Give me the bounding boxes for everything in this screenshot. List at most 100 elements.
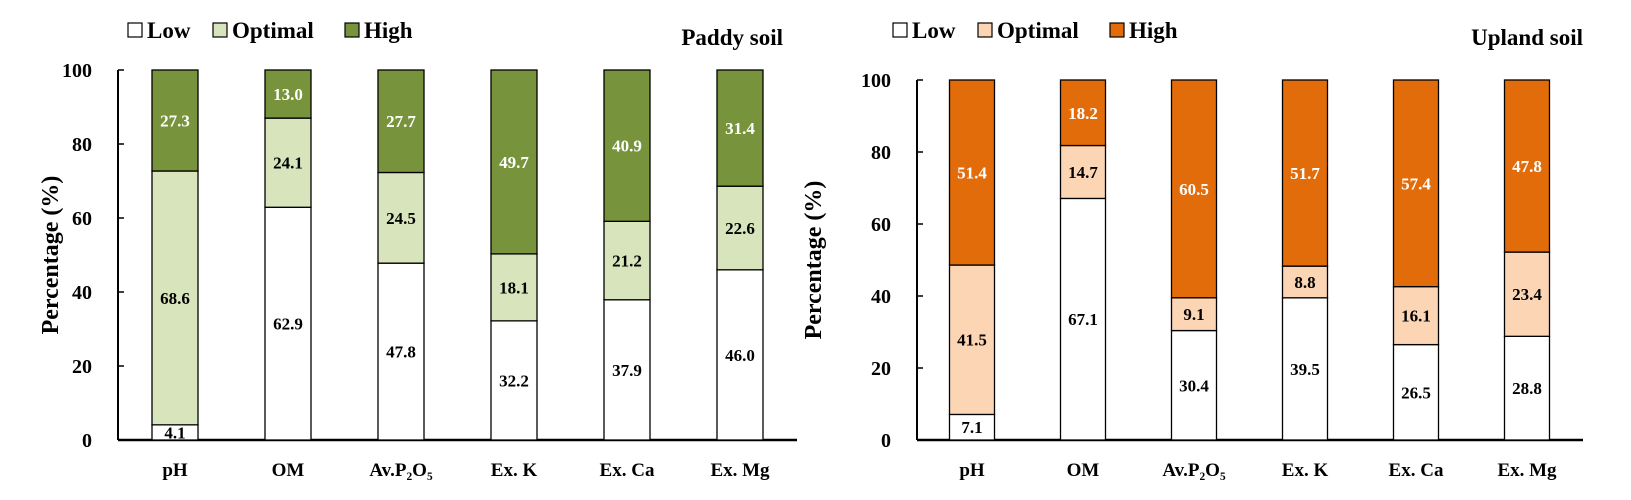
- y-tick-label: 20: [871, 358, 891, 380]
- x-category-label: Ex. K: [491, 460, 538, 481]
- data-label-optimal: 22.6: [725, 219, 755, 238]
- y-tick-label: 20: [72, 356, 92, 378]
- legend-label-high: High: [364, 18, 413, 43]
- y-axis-title: Percentage (%): [38, 176, 64, 335]
- bar-segment-high: [151, 69, 199, 172]
- data-label-high: 51.4: [957, 164, 987, 183]
- data-label-low: 37.9: [612, 361, 642, 380]
- data-label-optimal: 23.4: [1512, 285, 1542, 304]
- data-label-low: 4.1: [164, 423, 185, 442]
- bar-segment-optimal: [948, 264, 996, 416]
- bar-segment-high: [1059, 79, 1107, 147]
- data-label-high: 27.3: [160, 112, 190, 131]
- bar-segment-high: [1170, 79, 1218, 299]
- data-label-high: 31.4: [725, 119, 755, 138]
- y-tick-label: 60: [72, 208, 92, 230]
- data-label-optimal: 8.8: [1294, 273, 1315, 292]
- y-tick-label: 40: [72, 282, 92, 304]
- bar-segment-low: [948, 413, 996, 441]
- data-label-low: 30.4: [1179, 376, 1209, 395]
- data-label-high: 40.9: [612, 137, 642, 156]
- x-category-label: pH: [162, 460, 188, 481]
- data-label-optimal: 41.5: [957, 331, 987, 350]
- data-label-low: 39.5: [1290, 360, 1320, 379]
- legend-label-optimal: Optimal: [232, 18, 314, 43]
- bar-segment-high: [603, 69, 651, 222]
- data-label-optimal: 24.5: [386, 209, 416, 228]
- bar-segment-optimal: [1059, 144, 1107, 200]
- x-category-label: Ex. Ca: [600, 460, 655, 481]
- data-label-optimal: 21.2: [612, 252, 642, 271]
- y-tick-label: 60: [871, 214, 891, 236]
- data-label-optimal: 16.1: [1401, 307, 1431, 326]
- x-category-label: Av.P₂O₅: [1162, 460, 1226, 481]
- bar-segment-high: [716, 69, 764, 187]
- bar-segment-low: [716, 269, 764, 441]
- data-label-high: 60.5: [1179, 180, 1209, 199]
- data-label-high: 47.8: [1512, 157, 1542, 176]
- data-label-optimal: 18.1: [499, 278, 529, 297]
- data-label-low: 28.8: [1512, 379, 1542, 398]
- x-category-label: Ex. K: [1282, 460, 1329, 481]
- data-label-low: 7.1: [961, 418, 982, 437]
- bar-segment-low: [264, 206, 312, 441]
- bar-segment-low: [603, 299, 651, 441]
- x-category-label: Ex. Ca: [1389, 460, 1444, 481]
- data-label-optimal: 68.6: [160, 289, 190, 308]
- data-label-high: 51.7: [1290, 164, 1320, 183]
- y-tick-label: 80: [72, 134, 92, 156]
- bar-segment-high: [490, 69, 538, 255]
- data-label-low: 26.5: [1401, 383, 1431, 402]
- bar-segment-low: [1281, 297, 1329, 441]
- data-label-low: 47.8: [386, 343, 416, 362]
- bar-segment-optimal: [490, 253, 538, 322]
- x-category-label: Av.P₂O₅: [369, 460, 433, 481]
- y-axis-title: Percentage (%): [801, 181, 827, 340]
- x-category-label: OM: [1067, 460, 1100, 481]
- data-label-high: 57.4: [1401, 174, 1431, 193]
- x-category-label: Ex. Mg: [710, 460, 770, 481]
- data-label-high: 13.0: [273, 85, 303, 104]
- panel-title: Paddy soil: [681, 25, 783, 50]
- data-label-low: 67.1: [1068, 310, 1098, 329]
- bar-segment-optimal: [264, 117, 312, 208]
- legend-label-high: High: [1129, 18, 1178, 43]
- legend-swatch-high: [344, 22, 360, 38]
- bar-segment-optimal: [151, 170, 199, 426]
- bar-segment-high: [264, 69, 312, 119]
- data-label-high: 49.7: [499, 153, 529, 172]
- y-tick-label: 100: [861, 70, 891, 92]
- panel-title: Upland soil: [1471, 25, 1583, 50]
- bar-segment-optimal: [716, 185, 764, 271]
- y-tick-label: 80: [871, 142, 891, 164]
- bar-segment-optimal: [1281, 265, 1329, 299]
- data-label-high: 18.2: [1068, 104, 1098, 123]
- x-category-label: Ex. Mg: [1497, 460, 1557, 481]
- legend-label-low: Low: [912, 18, 956, 43]
- legend-swatch-low: [892, 22, 908, 38]
- data-label-low: 62.9: [273, 315, 303, 334]
- legend-swatch-optimal: [212, 22, 228, 38]
- bar-segment-optimal: [1503, 251, 1551, 337]
- y-tick-label: 0: [881, 430, 891, 452]
- bar-segment-high: [948, 79, 996, 266]
- legend-swatch-high: [1109, 22, 1125, 38]
- paddy-soil-chart: 0 20 40 60 80 100 Percentage (%) Paddy soil Low O…: [38, 18, 797, 481]
- bar-segment-high: [1503, 79, 1551, 253]
- bar-segment-optimal: [603, 220, 651, 301]
- data-label-high: 27.7: [386, 112, 416, 131]
- upland-soil-chart: 0 20 40 60 80 100 Percentage (%) Upland soil Low…: [801, 18, 1583, 481]
- x-category-label: pH: [959, 460, 985, 481]
- bar-segment-optimal: [1392, 285, 1440, 346]
- y-tick-label: 40: [871, 286, 891, 308]
- bar-segment-high: [1392, 79, 1440, 288]
- bar-segment-high: [1281, 79, 1329, 267]
- legend-label-low: Low: [147, 18, 191, 43]
- data-label-low: 46.0: [725, 346, 755, 365]
- legend-swatch-low: [127, 22, 143, 38]
- y-tick-label: 100: [62, 60, 92, 82]
- data-label-optimal: 9.1: [1183, 305, 1204, 324]
- data-label-low: 32.2: [499, 371, 529, 390]
- bar-segment-high: [377, 69, 425, 174]
